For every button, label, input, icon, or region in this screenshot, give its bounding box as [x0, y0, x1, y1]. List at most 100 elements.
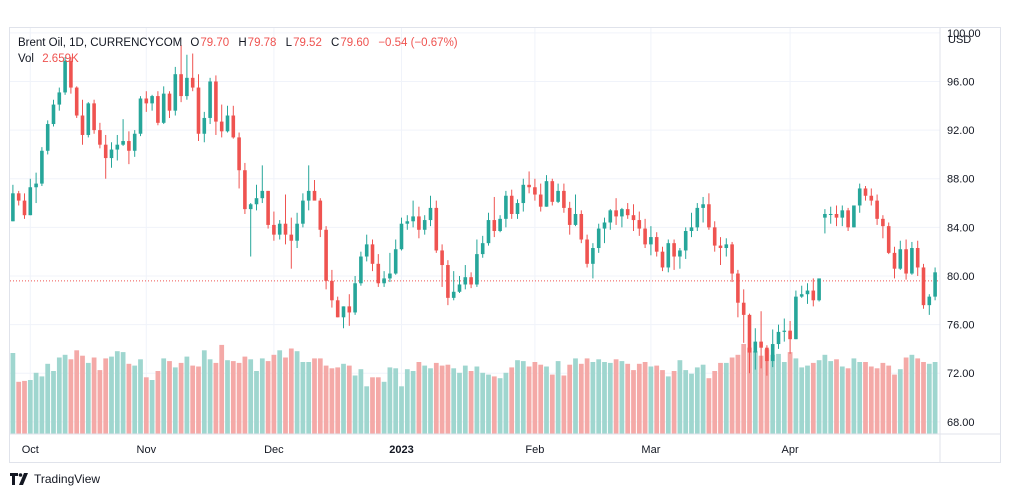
candle-body [283, 223, 288, 235]
volume-bar [416, 362, 422, 434]
volume-bar [526, 366, 532, 434]
volume-label: Vol [18, 53, 34, 65]
candle-body [179, 74, 183, 97]
volume-value: 2.659K [42, 53, 79, 65]
volume-bar [845, 368, 851, 434]
tradingview-footer[interactable]: TradingView [10, 472, 100, 486]
volume-bar [555, 361, 561, 434]
candle-body [527, 184, 531, 188]
volume-bar [897, 369, 903, 434]
candle-body [341, 306, 346, 318]
volume-bar [16, 381, 22, 434]
candle-body [498, 218, 502, 231]
candle-body [521, 184, 526, 204]
volume-bar [80, 355, 85, 434]
time-axis-labels[interactable]: Oct Nov Dec 2023 Feb Mar Apr [22, 444, 799, 456]
candle-body [794, 296, 798, 340]
volume-bar [810, 362, 816, 434]
candle-body [828, 213, 833, 215]
candle-body [132, 133, 137, 151]
volume-bar [689, 373, 694, 434]
time-tick-label: Dec [264, 444, 284, 456]
candle-body [765, 347, 769, 362]
volume-bar [114, 351, 120, 434]
candle-body [411, 216, 415, 222]
candle-body [22, 200, 27, 216]
candle-body [28, 187, 33, 216]
candle-body [376, 263, 381, 284]
volume-bar [341, 363, 346, 434]
volume-bar [932, 362, 938, 434]
volume-bar [764, 349, 770, 434]
volume-bar [607, 362, 613, 434]
candle-body [45, 124, 50, 151]
volume-bar [97, 370, 103, 434]
volume-bar [799, 367, 805, 434]
candle-body [660, 251, 665, 268]
volume-bar [306, 362, 312, 434]
volume-bar [590, 362, 596, 434]
volume-bar [375, 377, 381, 434]
volume-bar [694, 367, 700, 434]
candle-body [364, 244, 369, 257]
candle-body [788, 330, 792, 340]
time-tick-label: Feb [525, 444, 544, 456]
candle-body [625, 209, 630, 216]
tradingview-brand: TradingView [34, 472, 101, 486]
volume-bar [51, 371, 56, 434]
candle-body [370, 244, 375, 264]
candle-body [312, 190, 317, 201]
volume-bar [399, 386, 404, 434]
volume-bar [381, 381, 387, 434]
symbol-label[interactable]: Brent Oil, 1D, CURRENCYCOM [18, 37, 183, 49]
candle-body [834, 213, 839, 218]
candle-body [666, 243, 671, 268]
time-tick-label: Oct [22, 444, 39, 456]
volume-bar [683, 370, 689, 434]
time-tick-label: 2023 [389, 444, 413, 456]
candle-body [266, 190, 270, 225]
candle-body [382, 278, 386, 284]
volume-bar [718, 362, 723, 434]
volume-bar [874, 368, 880, 434]
candle-body [863, 188, 868, 196]
candle-body [811, 290, 816, 301]
volume-bar [892, 374, 897, 434]
volume-bar [636, 363, 642, 434]
high-label: H [238, 37, 247, 49]
volume-bar [578, 363, 584, 434]
candle-body [567, 207, 572, 225]
volume-bar [915, 358, 921, 434]
candle-body [237, 137, 241, 171]
volume-bar [74, 350, 80, 434]
candle-body [654, 237, 659, 252]
candle-body [678, 250, 682, 257]
candle-body [707, 204, 711, 228]
volume-bar [433, 362, 439, 434]
candle-body [353, 283, 357, 313]
volume-bar [700, 364, 706, 434]
price-tick-label: 88.00 [947, 174, 975, 186]
volume-bar [196, 366, 201, 434]
volume-bar [538, 364, 544, 434]
price-axis-labels[interactable]: 100.00 96.00 92.00 88.00 84.00 80.00 76.00 72.0… [947, 28, 981, 429]
volume-bar [567, 364, 573, 434]
candle-body [857, 188, 862, 206]
change-value: −0.54 (−0.67%) [378, 37, 458, 49]
candle-body [463, 277, 468, 285]
candle-body [214, 81, 218, 122]
volume-bar [457, 372, 462, 434]
volume-bar [509, 367, 515, 434]
candle-body [405, 221, 410, 224]
candle-body [649, 237, 653, 245]
volume-bar [474, 366, 480, 434]
candle-body [910, 248, 914, 274]
candle-body [701, 204, 705, 208]
volume-bar [143, 377, 149, 434]
volume-row: Vol 2.659K [18, 51, 458, 67]
volume-bar [602, 362, 607, 434]
currency-label[interactable]: USD [948, 34, 972, 46]
ohlc-row: Brent Oil, 1D, CURRENCYCOM O79.70 H79.78… [18, 35, 458, 51]
candle-body [620, 209, 624, 217]
